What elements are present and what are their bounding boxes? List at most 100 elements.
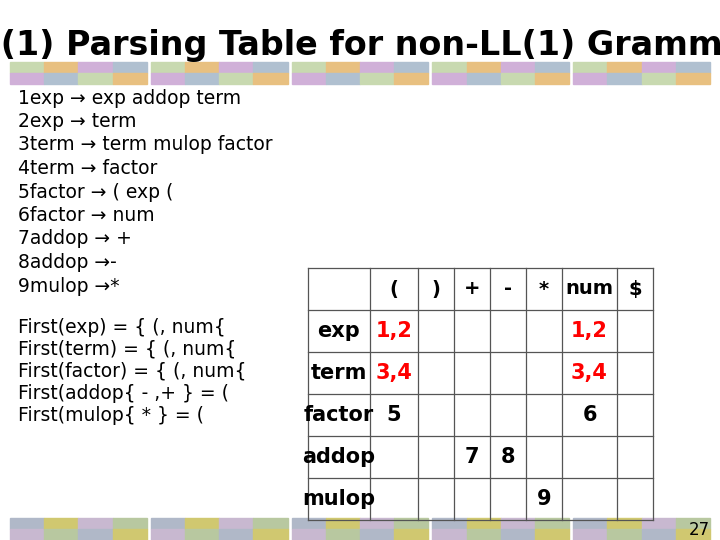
Bar — [219, 62, 253, 73]
Text: factor: factor — [304, 405, 374, 425]
Bar — [253, 62, 287, 73]
Bar — [292, 62, 325, 73]
Bar — [501, 62, 535, 73]
Bar — [360, 529, 395, 540]
Bar — [395, 529, 428, 540]
Bar — [676, 62, 710, 73]
Bar — [78, 518, 112, 529]
Text: 7: 7 — [464, 447, 480, 467]
Text: 2exp → term: 2exp → term — [18, 112, 137, 131]
Text: 5factor → ( exp (: 5factor → ( exp ( — [18, 183, 174, 201]
Bar — [185, 529, 219, 540]
Text: 9mulop →*: 9mulop →* — [18, 276, 120, 295]
Bar — [253, 518, 287, 529]
Bar — [642, 518, 676, 529]
Bar — [112, 62, 147, 73]
Bar — [325, 73, 360, 84]
Bar — [467, 529, 501, 540]
Bar — [642, 73, 676, 84]
Bar — [150, 73, 185, 84]
Bar — [292, 529, 325, 540]
Bar — [219, 529, 253, 540]
Bar — [44, 518, 78, 529]
Bar — [219, 518, 253, 529]
Text: 1exp → exp addop term: 1exp → exp addop term — [18, 89, 241, 107]
Bar — [185, 518, 219, 529]
Bar — [360, 73, 395, 84]
Bar — [535, 62, 570, 73]
Bar — [10, 518, 44, 529]
Text: 8: 8 — [500, 447, 516, 467]
Bar — [467, 518, 501, 529]
Text: addop: addop — [302, 447, 376, 467]
Bar — [608, 62, 642, 73]
Bar — [433, 518, 467, 529]
Bar — [44, 529, 78, 540]
Text: 27: 27 — [689, 521, 710, 539]
Bar — [292, 73, 325, 84]
Text: 7addop → +: 7addop → + — [18, 230, 132, 248]
Bar — [467, 73, 501, 84]
Bar — [395, 62, 428, 73]
Text: 9: 9 — [536, 489, 552, 509]
Bar — [10, 62, 44, 73]
Text: LL(1) Parsing Table for non-LL(1) Grammar: LL(1) Parsing Table for non-LL(1) Gramma… — [0, 29, 720, 62]
Bar — [360, 62, 395, 73]
Bar — [78, 529, 112, 540]
Bar — [573, 529, 608, 540]
Text: 1,2: 1,2 — [571, 321, 608, 341]
Text: 4term → factor: 4term → factor — [18, 159, 158, 178]
Bar — [433, 529, 467, 540]
Text: First(mulop{ * } = (: First(mulop{ * } = ( — [18, 406, 204, 425]
Text: 5: 5 — [387, 405, 401, 425]
Text: 8addop →-: 8addop →- — [18, 253, 117, 272]
Text: $: $ — [628, 280, 642, 299]
Bar — [433, 62, 467, 73]
Bar — [573, 73, 608, 84]
Text: +: + — [464, 280, 480, 299]
Text: ): ) — [431, 280, 441, 299]
Bar — [44, 62, 78, 73]
Bar — [535, 518, 570, 529]
Text: term: term — [311, 363, 367, 383]
Bar — [433, 73, 467, 84]
Bar — [608, 73, 642, 84]
Bar — [150, 518, 185, 529]
Text: 6: 6 — [582, 405, 597, 425]
Text: 3term → term mulop factor: 3term → term mulop factor — [18, 136, 273, 154]
Text: 1,2: 1,2 — [376, 321, 413, 341]
Text: exp: exp — [318, 321, 361, 341]
Bar — [535, 529, 570, 540]
Bar — [501, 73, 535, 84]
Bar — [253, 529, 287, 540]
Text: 3,4: 3,4 — [571, 363, 608, 383]
Bar — [325, 529, 360, 540]
Bar — [676, 529, 710, 540]
Text: 6factor → num: 6factor → num — [18, 206, 155, 225]
Bar — [112, 529, 147, 540]
Bar — [112, 518, 147, 529]
Bar — [253, 73, 287, 84]
Bar — [676, 73, 710, 84]
Bar — [608, 518, 642, 529]
Bar — [395, 73, 428, 84]
Text: First(addop{ - ,+ } = (: First(addop{ - ,+ } = ( — [18, 384, 229, 403]
Bar — [360, 518, 395, 529]
Bar — [78, 73, 112, 84]
Bar — [642, 529, 676, 540]
Bar — [10, 73, 44, 84]
Bar — [78, 62, 112, 73]
Bar — [676, 518, 710, 529]
Bar — [10, 529, 44, 540]
Bar — [535, 73, 570, 84]
Bar — [219, 73, 253, 84]
Bar — [150, 529, 185, 540]
Bar — [501, 529, 535, 540]
Text: mulop: mulop — [302, 489, 376, 509]
Bar — [185, 73, 219, 84]
Bar — [325, 518, 360, 529]
Bar — [642, 62, 676, 73]
Text: First(factor) = { (, num{: First(factor) = { (, num{ — [18, 362, 246, 381]
Bar — [150, 62, 185, 73]
Text: First(term) = { (, num{: First(term) = { (, num{ — [18, 340, 236, 359]
